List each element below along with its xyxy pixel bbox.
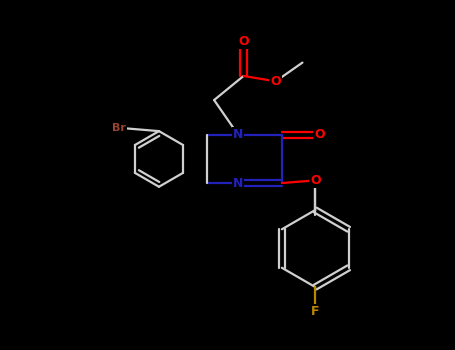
Text: Br: Br [112,124,126,133]
Text: N: N [233,176,243,190]
Text: O: O [270,75,281,88]
Text: N: N [233,128,243,141]
Text: O: O [314,128,325,141]
Text: F: F [311,304,319,318]
Text: O: O [238,35,249,48]
Text: O: O [310,174,321,187]
